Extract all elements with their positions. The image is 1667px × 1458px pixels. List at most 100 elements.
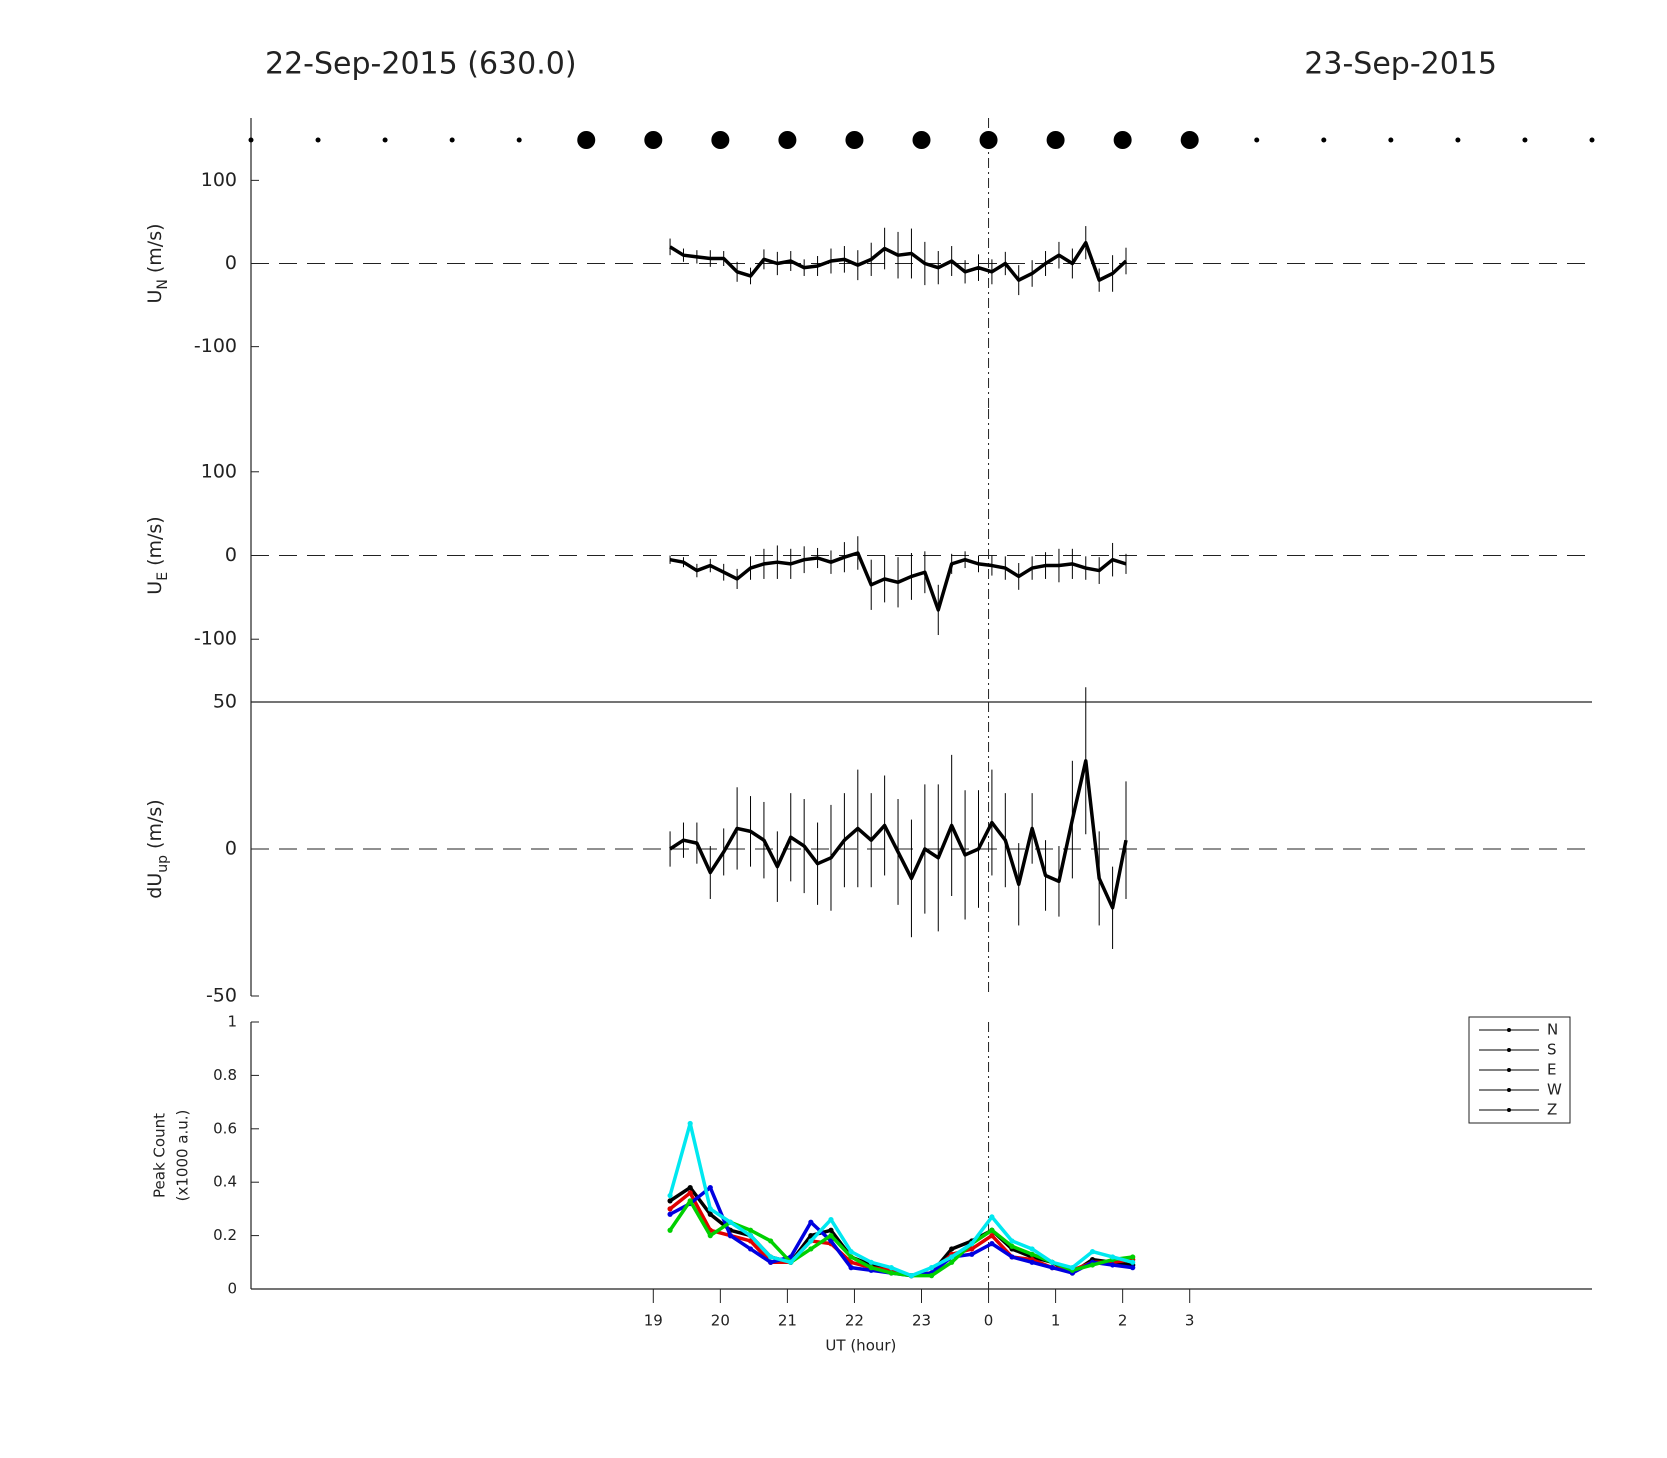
y-tick-label: 100 — [201, 169, 237, 191]
series-point — [808, 1238, 814, 1244]
day-marker — [1522, 137, 1528, 143]
legend-label: S — [1547, 1041, 1557, 1059]
series-line — [668, 1121, 1134, 1278]
y-tick-label: -100 — [194, 335, 237, 357]
data-line — [669, 240, 1128, 282]
series-point — [687, 1190, 693, 1196]
series-point — [989, 1227, 995, 1233]
series-point — [969, 1246, 975, 1252]
series-point — [888, 1265, 894, 1271]
y-tick-label: 50 — [213, 691, 237, 713]
series-point — [1049, 1259, 1055, 1265]
series-point — [747, 1238, 754, 1244]
series-point — [687, 1198, 693, 1204]
series-point — [667, 1211, 673, 1217]
series-point — [667, 1227, 673, 1233]
series-point — [1009, 1243, 1015, 1249]
day-marker — [1113, 131, 1132, 149]
series-point — [828, 1227, 834, 1233]
series-point — [808, 1233, 814, 1239]
y-axis-label: (x1000 a.u.) — [174, 1110, 192, 1202]
series-point — [828, 1216, 834, 1223]
day-marker — [979, 131, 998, 149]
series-point — [727, 1233, 734, 1239]
y-tick-label: 0.2 — [213, 1226, 237, 1244]
y-tick-label: 0.8 — [213, 1066, 237, 1084]
series-point — [687, 1184, 693, 1191]
x-tick-label: 3 — [1185, 1312, 1195, 1330]
series-point — [667, 1192, 673, 1199]
day-marker — [577, 131, 596, 149]
day-marker — [1321, 137, 1327, 143]
series-point — [848, 1254, 854, 1260]
series-point — [828, 1233, 834, 1239]
series-point — [768, 1259, 774, 1265]
series-point — [707, 1211, 713, 1217]
day-marker — [516, 137, 522, 143]
day-marker — [1046, 131, 1065, 149]
label-base: U — [144, 581, 166, 595]
series-point — [667, 1206, 673, 1212]
series-point — [788, 1254, 794, 1260]
y-axis-label: UN (m/s) — [144, 223, 172, 303]
series-point — [989, 1233, 995, 1239]
day-marker — [248, 137, 254, 143]
legend-marker — [1507, 1028, 1511, 1032]
x-axis-label: UT (hour) — [825, 1337, 896, 1355]
series-point — [949, 1246, 955, 1252]
series-point — [1009, 1254, 1015, 1260]
series-point — [1109, 1262, 1116, 1268]
series-point — [949, 1254, 955, 1260]
day-marker — [845, 131, 864, 149]
series-point — [707, 1184, 713, 1191]
y-tick-label: 0.6 — [213, 1119, 237, 1137]
day-marker — [382, 137, 388, 143]
series-point — [949, 1259, 955, 1265]
series-point — [868, 1259, 874, 1265]
x-tick-label: 2 — [1118, 1312, 1128, 1330]
y-tick-label: -50 — [206, 985, 237, 1007]
x-tick-label: 1 — [1051, 1312, 1061, 1330]
x-tick-label: 19 — [644, 1312, 663, 1330]
legend-label: W — [1547, 1081, 1562, 1099]
day-marker — [912, 131, 931, 149]
series-point — [969, 1241, 975, 1247]
series-point — [1049, 1265, 1055, 1271]
label-unit: (m/s) — [144, 223, 166, 273]
legend-label: E — [1547, 1061, 1556, 1079]
y-tick-label: -100 — [194, 628, 237, 650]
label-base: dU — [144, 873, 166, 899]
y-tick-label: 0 — [225, 544, 237, 566]
series-point — [768, 1254, 774, 1260]
label-sub: E — [155, 572, 171, 581]
data-line — [669, 759, 1128, 910]
label-unit: (m/s) — [144, 516, 166, 566]
series-point — [848, 1249, 854, 1255]
legend-marker — [1507, 1048, 1511, 1052]
y-axis-label: Peak Count — [151, 1113, 169, 1198]
legend-label: N — [1547, 1021, 1558, 1039]
series-point — [1130, 1259, 1136, 1265]
legend-marker — [1507, 1088, 1511, 1092]
series-point — [1009, 1238, 1015, 1244]
series-point — [989, 1214, 995, 1220]
series-point — [808, 1219, 814, 1225]
series-point — [667, 1198, 673, 1204]
day-marker — [778, 131, 797, 149]
y-tick-label: 0.4 — [213, 1173, 237, 1191]
series-point — [908, 1273, 915, 1279]
day-marker — [1180, 131, 1199, 149]
series-point — [1029, 1251, 1035, 1257]
x-tick-label: 20 — [711, 1312, 730, 1330]
day-marker — [1254, 137, 1260, 143]
series-point — [768, 1238, 774, 1244]
day-marker — [1455, 137, 1461, 143]
legend-label: Z — [1547, 1101, 1557, 1119]
series-point — [727, 1219, 734, 1225]
y-tick-label: 1 — [227, 1013, 237, 1031]
title-right: 23-Sep-2015 — [1304, 47, 1497, 82]
day-marker — [711, 131, 730, 149]
series-point — [1029, 1246, 1035, 1252]
series-point — [808, 1246, 814, 1252]
